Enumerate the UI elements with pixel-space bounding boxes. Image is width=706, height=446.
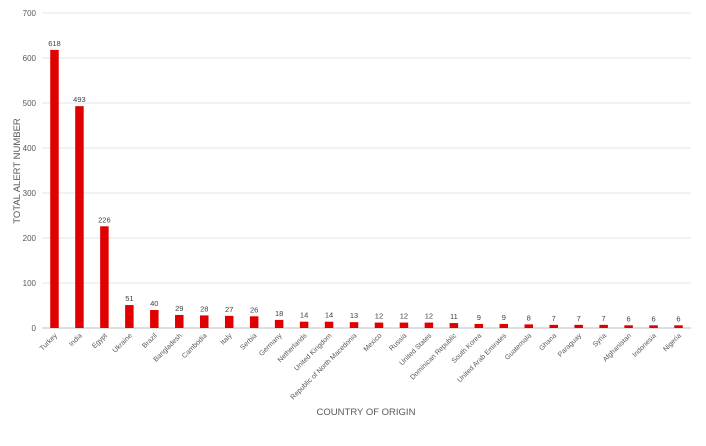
data-label: 12	[425, 312, 433, 321]
bar-russia	[399, 322, 409, 328]
y-tick-label: 600	[23, 54, 37, 63]
bar-dominican-republic	[449, 323, 459, 328]
x-tick-label: Egypt	[91, 332, 109, 350]
bar-guatemala	[524, 324, 533, 328]
bar-italy	[224, 315, 234, 328]
data-label: 29	[175, 304, 183, 313]
x-tick-label: Ukraine	[112, 332, 134, 354]
data-label: 14	[325, 311, 333, 320]
data-label: 8	[527, 313, 531, 322]
data-label: 18	[275, 309, 283, 318]
bar-united-arab-emirates	[499, 323, 509, 328]
x-tick-label: Indonesia	[632, 332, 658, 358]
bar-ukraine	[125, 305, 134, 328]
bar-indonesia	[649, 325, 658, 328]
bar-brazil	[150, 310, 159, 328]
bar-afghanistan	[624, 325, 633, 328]
bars	[50, 49, 683, 329]
data-label: 51	[125, 294, 133, 303]
data-label: 11	[450, 312, 458, 321]
y-axis-ticks: 0 100 200 300 400 500 600 700	[23, 9, 37, 333]
y-tick-label: 500	[23, 99, 37, 108]
x-tick-label: Paraguay	[557, 332, 583, 358]
bar-india	[75, 106, 84, 329]
x-tick-label: Turkey	[39, 332, 59, 352]
y-tick-label: 100	[23, 279, 37, 288]
x-tick-label: Brazil	[141, 332, 159, 350]
x-axis-title: COUNTRY OF ORIGIN	[317, 407, 416, 418]
y-tick-label: 200	[23, 234, 37, 243]
bar-turkey	[50, 49, 59, 329]
x-tick-label: Italy	[220, 332, 234, 346]
x-tick-label: Mexico	[363, 332, 384, 353]
bar-egypt	[100, 226, 109, 328]
data-label: 226	[98, 215, 111, 224]
data-labels: 618 493 226 51 40 29 28 27 26 18 14 14 13 12 12 12 11 9 9 8…	[48, 39, 680, 323]
bar-south-korea	[474, 323, 484, 328]
data-label: 6	[651, 314, 655, 323]
data-label: 26	[250, 305, 258, 314]
x-tick-label: Cambodia	[181, 332, 209, 360]
data-label: 6	[676, 314, 680, 323]
y-tick-label: 400	[23, 144, 37, 153]
data-label: 14	[300, 311, 308, 320]
bar-serbia	[249, 316, 259, 328]
bar-bangladesh	[175, 314, 184, 328]
bar-united-kingdom	[324, 321, 334, 328]
data-label: 12	[400, 312, 408, 321]
x-tick-label: United Arab Emirates	[456, 332, 508, 384]
data-label: 40	[150, 299, 158, 308]
x-tick-label: Germany	[258, 332, 284, 358]
data-label: 7	[552, 314, 556, 323]
bar-paraguay	[574, 324, 583, 328]
bar-syria	[599, 324, 608, 328]
data-label: 13	[350, 311, 358, 320]
bar-cambodia	[200, 315, 209, 328]
data-label: 7	[602, 314, 606, 323]
data-label: 27	[225, 305, 233, 314]
x-axis-ticks: Turkey India Egypt Ukraine BrazilBangladeshC…	[39, 332, 683, 401]
data-label: 28	[200, 304, 208, 313]
x-tick-label: Russia	[388, 332, 408, 352]
bar-germany	[274, 319, 284, 328]
x-tick-label: Syria	[592, 332, 608, 348]
data-label: 9	[502, 313, 506, 322]
data-label: 618	[48, 39, 61, 48]
y-axis-title: TOTAL ALERT NUMBER	[12, 118, 23, 224]
gridlines	[42, 12, 691, 329]
bar-mexico	[374, 322, 384, 328]
data-label: 7	[577, 314, 581, 323]
y-tick-label: 0	[32, 324, 37, 333]
bar-united-states	[424, 322, 434, 328]
x-tick-label: India	[68, 332, 84, 348]
x-tick-label: Nigeria	[662, 332, 683, 353]
bar-ghana	[549, 324, 558, 328]
data-label: 6	[627, 314, 631, 323]
x-tick-label: Dominican Republic	[409, 332, 458, 381]
x-tick-label: Serbia	[239, 332, 258, 351]
bar-nigeria	[674, 325, 683, 328]
data-label: 12	[375, 312, 383, 321]
y-tick-label: 700	[23, 9, 37, 18]
bar-netherlands	[299, 321, 309, 328]
bar-republic-of-north-macedonia	[349, 322, 359, 328]
x-tick-label: Ghana	[538, 332, 558, 352]
y-tick-label: 300	[23, 189, 37, 198]
x-tick-label: Guatemala	[504, 332, 533, 361]
data-label: 493	[73, 95, 86, 104]
data-label: 9	[477, 313, 481, 322]
